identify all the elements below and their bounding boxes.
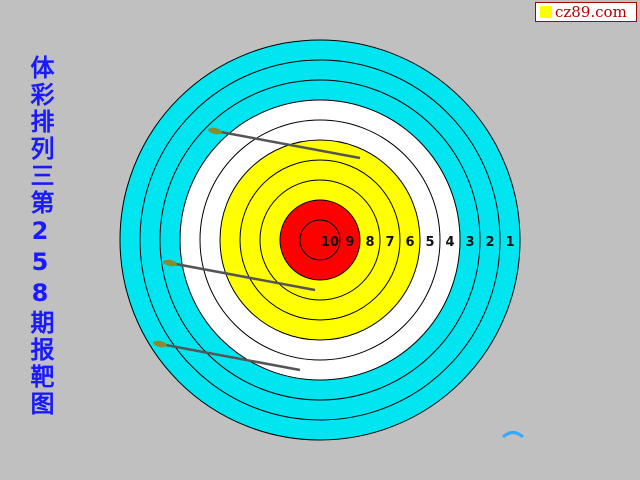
- ring-label: 2: [485, 235, 494, 250]
- watermark-square-icon: [540, 6, 552, 18]
- ring-10: [299, 219, 341, 261]
- arrow-fletching-icon: [208, 127, 222, 135]
- ring-label: 9: [345, 235, 354, 250]
- ring-label: 10: [321, 235, 339, 250]
- watermark: cz89.com: [535, 2, 637, 22]
- ring-label: 3: [465, 235, 474, 250]
- arrow-fletching-icon: [163, 259, 177, 267]
- watermark-text: cz89.com: [555, 3, 627, 21]
- ring-label: 5: [425, 235, 434, 250]
- ring-label: 7: [385, 235, 394, 250]
- page-title: 体彩排列三第258期报靶图: [26, 55, 54, 418]
- ring-label: 8: [365, 235, 374, 250]
- arrow: [154, 341, 301, 372]
- ring-label: 1: [505, 235, 514, 250]
- ring-label: 6: [405, 235, 414, 250]
- arrow: [209, 128, 361, 160]
- arc-mark: [501, 431, 525, 439]
- arrow-fletching-icon: [153, 340, 167, 348]
- arrow: [164, 260, 316, 292]
- ring-label: 4: [445, 235, 454, 250]
